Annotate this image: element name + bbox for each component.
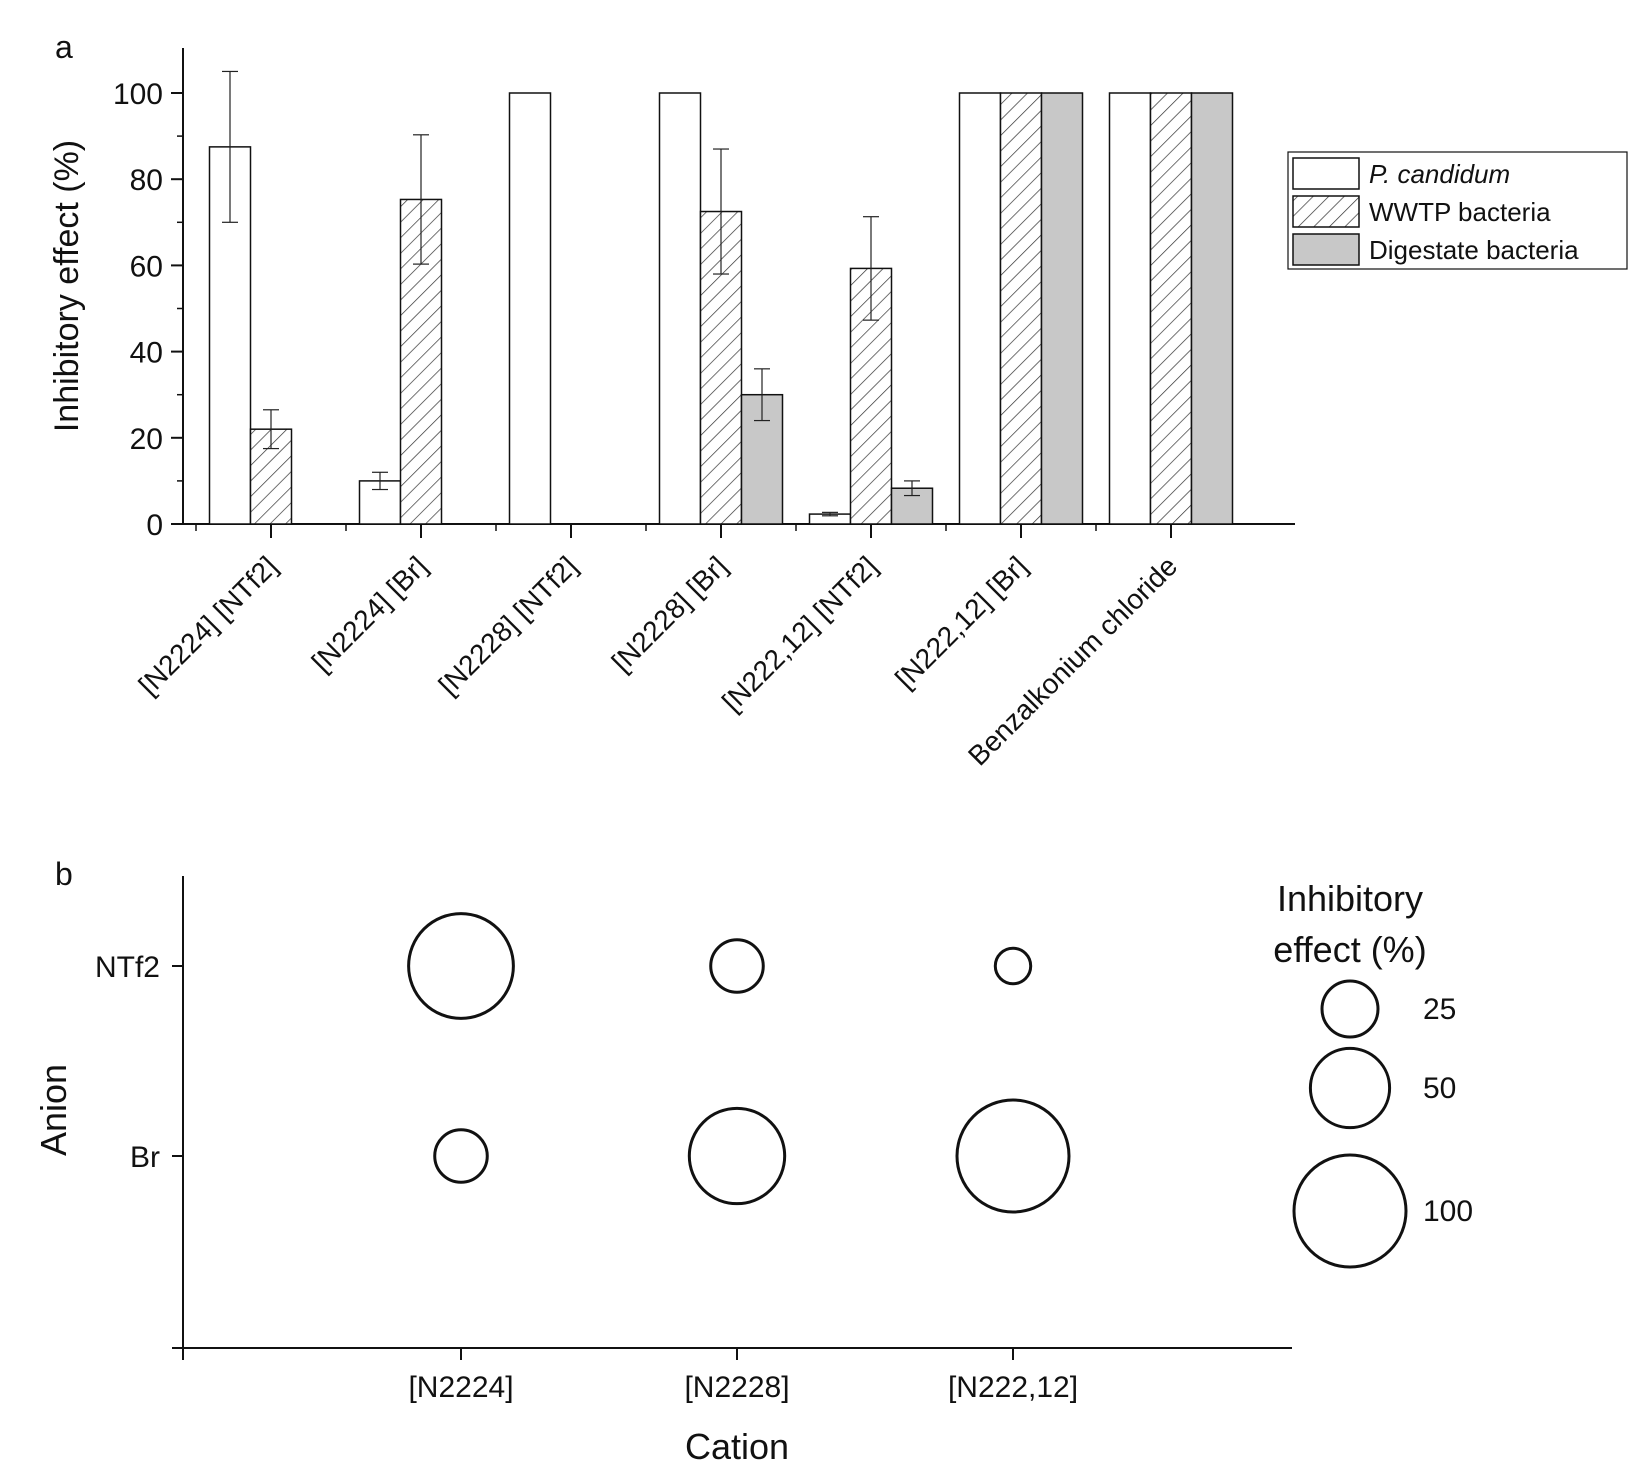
bar-p-candidum-n2228-br xyxy=(658,92,702,525)
legend-swatch-wwtp-bacteria xyxy=(1292,195,1360,228)
size-legend-label-50: 50 xyxy=(1423,1072,1456,1105)
y-tick-label-60: 60 xyxy=(130,250,163,283)
bubble-n222-12-ntf2 xyxy=(993,946,1033,986)
bar-p-candidum-n222-12-br xyxy=(958,92,1002,525)
bubble-n2228-ntf2 xyxy=(709,938,765,994)
x-category-label-n2224-br: [N2224] [Br] xyxy=(306,550,434,678)
legend-label-wwtp-bacteria: WWTP bacteria xyxy=(1369,197,1551,227)
bubble-n2224-ntf2 xyxy=(407,912,515,1020)
bar-wwtp-bacteria-n222-12-br xyxy=(999,92,1043,525)
legend-swatch-digestate-bacteria xyxy=(1292,233,1360,266)
x-category-label-n2228-ntf2: [N2228] [NTf2] xyxy=(433,550,584,701)
error-bar-p-candidum-n2224-ntf2 xyxy=(222,70,238,223)
y-tick-label-80: 80 xyxy=(130,164,163,197)
x-category-label-n222-12: [N222,12] xyxy=(948,1371,1078,1404)
legend-label-p-candidum: P. candidum xyxy=(1369,159,1510,189)
x-category-label-n2224: [N2224] xyxy=(408,1371,513,1404)
panel-a-label: a xyxy=(55,29,73,65)
size-legend-label-100: 100 xyxy=(1423,1195,1473,1228)
bubble-n222-12-br xyxy=(955,1098,1071,1214)
bar-wwtp-bacteria-benzalkonium-chloride xyxy=(1149,92,1193,525)
y-category-label-ntf2: NTf2 xyxy=(95,951,160,984)
panel-b-bubble-chart: [N2224] [N2228] [N222,12] Br NTf2 Cation Ani… xyxy=(33,876,1473,1467)
error-bar-p-candidum-n2224-br xyxy=(372,471,388,491)
x-category-label-n2228-br: [N2228] [Br] xyxy=(606,550,734,678)
panel-b-x-axis-label: Cation xyxy=(685,1426,789,1467)
bar-digestate-bacteria-benzalkonium-chloride xyxy=(1190,92,1234,525)
size-legend-title-line2: effect (%) xyxy=(1273,929,1426,970)
bar-digestate-bacteria-n222-12-br xyxy=(1040,92,1084,525)
bar-p-candidum-benzalkonium-chloride xyxy=(1108,92,1152,525)
x-category-label-n2224-ntf2: [N2224] [NTf2] xyxy=(133,550,284,701)
size-legend-circle-25 xyxy=(1320,979,1380,1039)
x-category-label-n2228: [N2228] xyxy=(684,1371,789,1404)
panel-a-legend: P. candidum WWTP bacteria Digestate bact… xyxy=(1287,151,1628,270)
size-legend-circle-50 xyxy=(1308,1046,1392,1130)
error-bar-p-candidum-n222-12-ntf2 xyxy=(822,511,838,517)
size-legend-label-25: 25 xyxy=(1423,993,1456,1026)
error-bar-wwtp-bacteria-n2224-ntf2 xyxy=(263,409,279,450)
y-category-label-br: Br xyxy=(130,1141,160,1174)
size-legend-title-line1: Inhibitory xyxy=(1277,878,1423,919)
error-bar-wwtp-bacteria-n2228-br xyxy=(713,148,729,275)
panel-a-y-axis-label: Inhibitory effect (%) xyxy=(48,140,86,432)
legend-swatch-p-candidum xyxy=(1292,157,1360,190)
error-bar-wwtp-bacteria-n222-12-ntf2 xyxy=(863,216,879,321)
bar-p-candidum-n2228-ntf2 xyxy=(508,92,552,525)
error-bar-wwtp-bacteria-n2224-br xyxy=(413,134,429,265)
bubble-n2228-br xyxy=(687,1106,787,1206)
y-tick-label-20: 20 xyxy=(130,423,163,456)
panel-b-size-legend: Inhibitory effect (%) 25 50 100 xyxy=(1273,878,1473,1269)
x-category-label-n222-12-br: [N222,12] [Br] xyxy=(889,550,1033,694)
error-bar-digestate-bacteria-n2228-br xyxy=(754,368,770,422)
y-tick-label-100: 100 xyxy=(113,78,163,111)
x-category-label-n222-12-ntf2: [N222,12] [NTf2] xyxy=(716,550,883,717)
y-tick-label-40: 40 xyxy=(130,337,163,370)
bubble-n2224-br xyxy=(433,1128,489,1184)
y-tick-label-0: 0 xyxy=(146,509,163,542)
panel-b-y-axis-label: Anion xyxy=(33,1064,74,1156)
size-legend-circle-100 xyxy=(1292,1153,1408,1269)
legend-label-digestate-bacteria: Digestate bacteria xyxy=(1369,235,1579,265)
panel-b-label: b xyxy=(55,856,73,892)
error-bar-digestate-bacteria-n222-12-ntf2 xyxy=(904,480,920,497)
